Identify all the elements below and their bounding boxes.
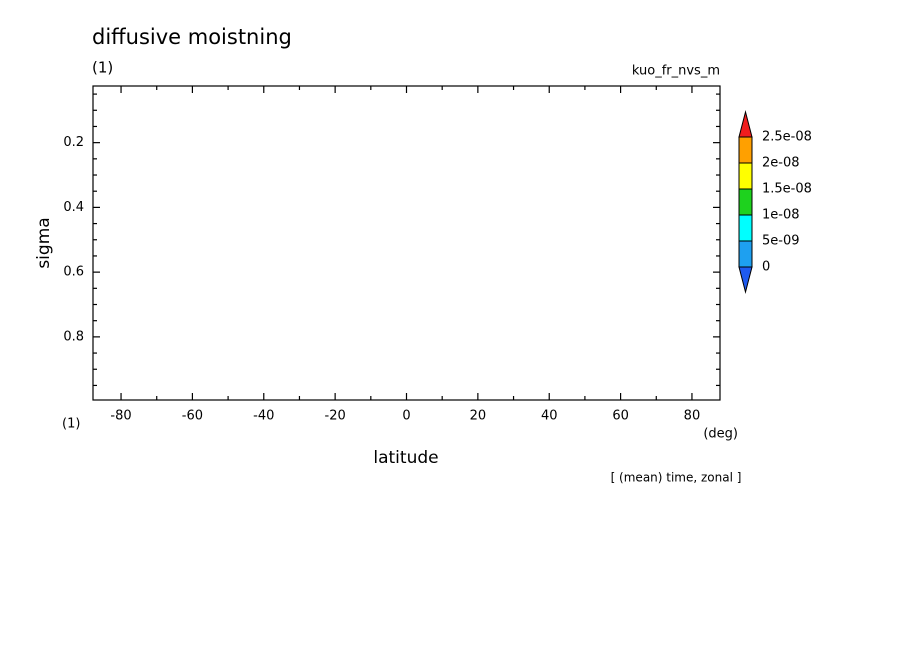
x-unit: (deg) xyxy=(703,427,738,442)
colorbar-label: 5e-09 xyxy=(762,234,800,249)
footnote: [ (mean) time, zonal ] xyxy=(611,471,742,485)
colorbar-label: 1.5e-08 xyxy=(762,182,812,197)
colorbar-bin xyxy=(738,240,753,268)
subtitle: (1) xyxy=(92,59,113,77)
colorbar-label: 2.5e-08 xyxy=(762,130,812,145)
y-tick-label: 0.4 xyxy=(63,200,84,215)
x-tick-label: 40 xyxy=(541,409,558,424)
colorbar-label: 1e-08 xyxy=(762,208,800,223)
colorbar-over xyxy=(738,110,753,138)
y-tick-label: 0.2 xyxy=(63,135,84,150)
x-tick-label: -60 xyxy=(182,409,203,424)
x-tick-label: -80 xyxy=(110,409,131,424)
y-unit: (1) xyxy=(62,417,80,432)
colorbar-label: 2e-08 xyxy=(762,156,800,171)
colorbar-bin xyxy=(738,136,753,164)
annotation: kuo_fr_nvs_m xyxy=(632,64,720,79)
y-axis-title: sigma xyxy=(34,217,54,268)
x-tick-label: -20 xyxy=(325,409,346,424)
x-tick-label: -40 xyxy=(253,409,274,424)
x-tick-label: 80 xyxy=(684,409,701,424)
colorbar-bin xyxy=(738,188,753,216)
x-tick-label: 20 xyxy=(470,409,487,424)
x-tick-label: 0 xyxy=(402,409,410,424)
colorbar-label: 0 xyxy=(762,260,770,275)
y-tick-label: 0.6 xyxy=(63,265,84,280)
x-axis-title: latitude xyxy=(373,448,438,468)
chart-title: diffusive moistning xyxy=(92,25,292,49)
colorbar-bin xyxy=(738,162,753,190)
y-tick-label: 0.8 xyxy=(63,329,84,344)
colorbar-bin xyxy=(738,214,753,242)
x-tick-label: 60 xyxy=(612,409,629,424)
